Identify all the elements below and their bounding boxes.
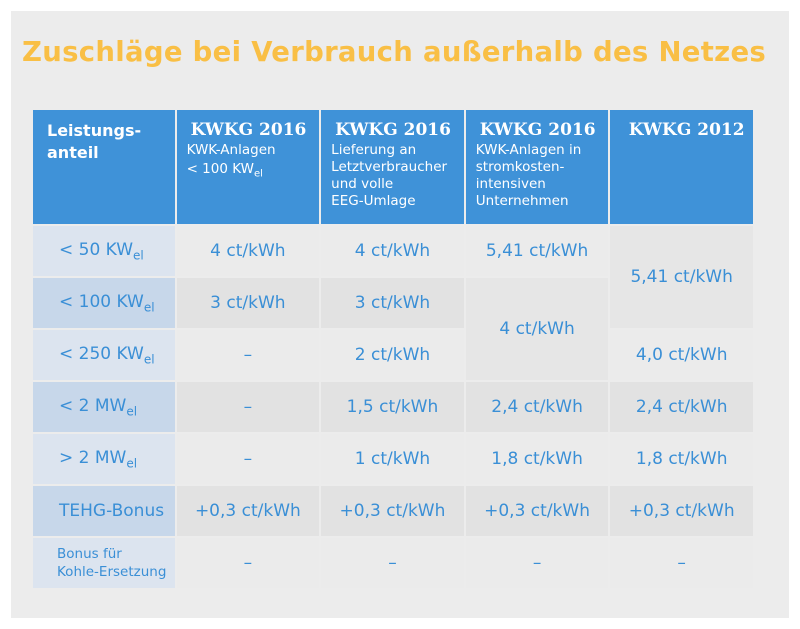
row-label-sub: el [133,248,144,263]
row-label: Bonus für Kohle-Ersetzung [33,538,175,588]
row-label-line2: Kohle-Ersetzung [57,564,167,580]
table-cell: +0,3 ct/kWh [176,486,320,536]
table-cell: – [176,538,320,588]
row-label-text: < 50 KW [59,239,134,260]
header-col2-line3: und volle [331,176,394,192]
row-label-text: < 250 KW [59,343,144,364]
table-row: < 100 KWel 3 ct/kWh 3 ct/kWh 4 ct/kWh [33,278,753,380]
row-label: > 2 MWel [33,434,175,484]
table-cell: 4 ct/kWh [176,226,320,276]
row-label-line1: Bonus für [57,546,122,562]
row-label: < 50 KWel [33,226,175,276]
row-label: < 100 KWel [33,278,175,328]
table-cell: – [321,538,464,588]
table-cell: 2,4 ct/kWh [610,382,753,432]
header-col3-line1: KWK-Anlagen in [475,142,582,158]
table-cell: – [176,382,320,432]
row-label-sub: el [126,456,138,471]
table-row: TEHG-Bonus +0,3 ct/kWh +0,3 ct/kWh +0,3 … [33,486,753,536]
table-cell: +0,3 ct/kWh [610,486,753,536]
row-label-sub: el [126,404,138,419]
row-label-sub: el [143,300,155,315]
row-label: < 250 KWel [33,330,175,380]
table-cell: – [176,434,320,484]
table-cell: 4,0 ct/kWh [610,330,753,380]
header-col1-line1: KWK-Anlagen [186,142,276,158]
table-row: Bonus für Kohle-Ersetzung – – – – [33,538,753,588]
header-col2-line2: Letztverbraucher [331,159,448,175]
table-row: < 250 KWel – 2 ct/kWh 4,0 ct/kWh [33,330,753,380]
header-kwkg2012: KWKG 2012 [610,110,753,224]
surcharge-table: Leistungs- anteil KWKG 2016 KWK-Anlagen … [31,108,755,590]
table-header-row: Leistungs- anteil KWKG 2016 KWK-Anlagen … [33,110,753,224]
table-cell: 3 ct/kWh [321,278,464,328]
header-col1-line2-text: < 100 KW [186,161,254,177]
table-cell: 2 ct/kWh [321,330,464,380]
header-col1-line2: < 100 KWel [187,161,320,183]
header-col3-line2: stromkosten- [475,159,565,175]
header-col4-title: KWKG 2012 [628,120,745,140]
table-row: > 2 MWel – 1 ct/kWh 1,8 ct/kWh 1,8 ct/kW… [33,434,753,484]
table-cell: 4 ct/kWh [321,226,464,276]
table-cell: 5,41 ct/kWh [465,226,609,276]
table-row: < 50 KWel 4 ct/kWh 4 ct/kWh 5,41 ct/kWh … [33,226,753,328]
table-cell: – [465,538,609,588]
table-cell: 1,5 ct/kWh [321,382,464,432]
table-cell: +0,3 ct/kWh [465,486,609,536]
header-stub-line1: Leistungs- [47,121,142,140]
page-title: Zuschläge bei Verbrauch außerhalb des Ne… [22,36,767,68]
table-cell-merged: 5,41 ct/kWh [610,226,753,328]
header-kwkg2016-stromkostenintensiv: KWKG 2016 KWK-Anlagen in stromkosten- in… [465,110,609,224]
header-col2-title: KWKG 2016 [335,120,451,140]
header-col1-title: KWKG 2016 [190,120,307,140]
table-cell: 1 ct/kWh [321,434,464,484]
header-leistungsanteil: Leistungs- anteil [33,110,175,224]
header-kwkg2016-letztverbraucher: KWKG 2016 Lieferung an Letztverbraucher … [321,110,464,224]
table-cell: 1,8 ct/kWh [465,434,609,484]
header-stub-line2: anteil [47,143,99,162]
row-label: TEHG-Bonus [33,486,175,536]
header-col3-line3: intensiven [475,176,546,192]
table-cell: 3 ct/kWh [176,278,320,328]
header-col3-line4: Unternehmen [475,193,569,209]
table-cell: 1,8 ct/kWh [610,434,753,484]
row-label-sub: el [143,352,155,367]
table-cell: 2,4 ct/kWh [465,382,609,432]
header-col3-title: KWKG 2016 [479,120,596,140]
table-row: < 2 MWel – 1,5 ct/kWh 2,4 ct/kWh 2,4 ct/… [33,382,753,432]
row-label: < 2 MWel [33,382,175,432]
table-cell: +0,3 ct/kWh [321,486,464,536]
header-col2-line1: Lieferung an [331,142,417,158]
header-col1-line2-sub: el [253,168,263,180]
table-cell: – [176,330,320,380]
header-kwkg2016-anlagen: KWKG 2016 KWK-Anlagen < 100 KWel [176,110,320,224]
row-label-text: > 2 MW [59,447,127,468]
header-col2-line4: EEG-Umlage [331,193,416,209]
row-label-text: < 100 KW [59,291,144,312]
table-cell: – [610,538,753,588]
table-cell-merged: 4 ct/kWh [465,278,609,380]
row-label-text: < 2 MW [59,395,127,416]
